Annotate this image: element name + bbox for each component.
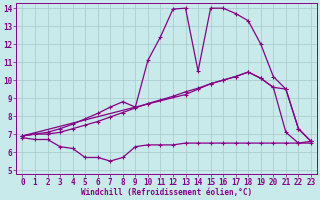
- X-axis label: Windchill (Refroidissement éolien,°C): Windchill (Refroidissement éolien,°C): [81, 188, 252, 197]
